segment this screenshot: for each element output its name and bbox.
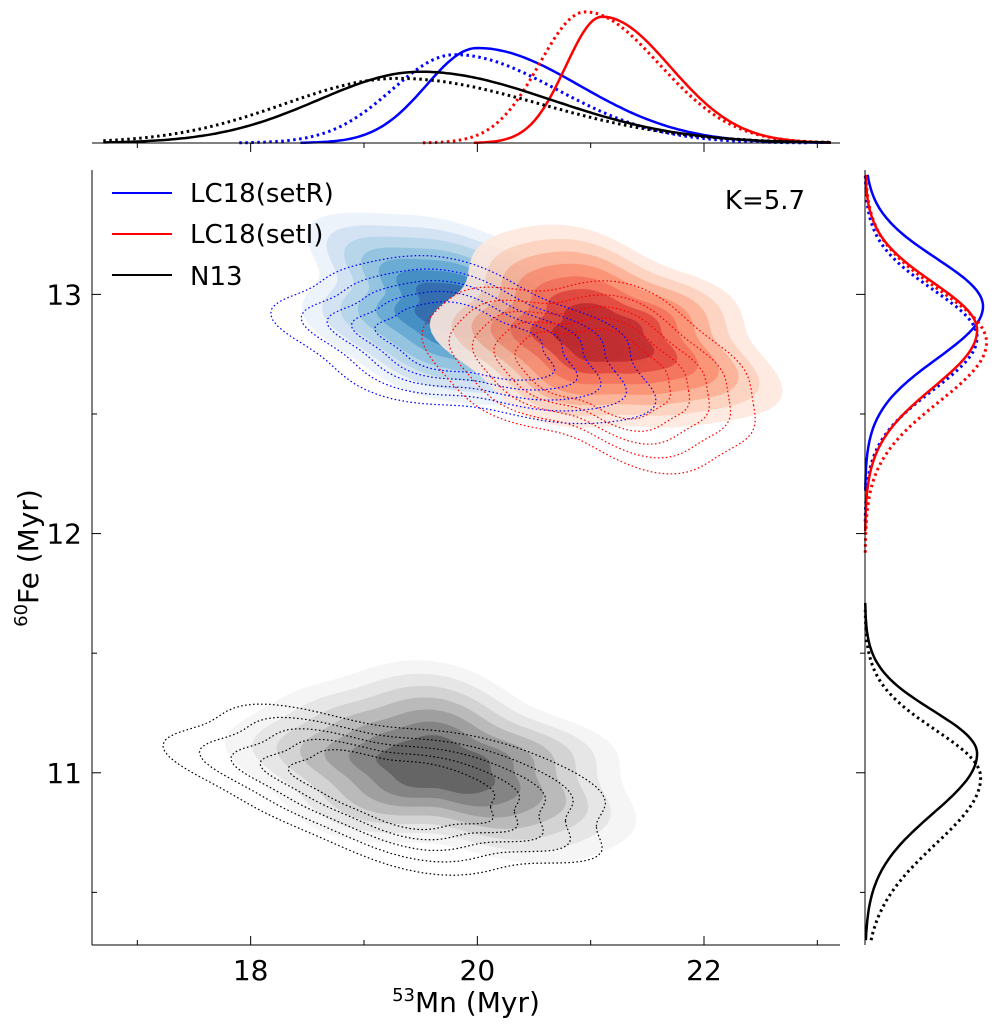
legend: LC18(setR) LC18(setI) N13 bbox=[112, 179, 334, 292]
kde-contours bbox=[162, 212, 783, 876]
right-marginal-curve-1-solid bbox=[863, 174, 979, 532]
legend-entry: N13 bbox=[112, 262, 243, 292]
k-annotation: K=5.7 bbox=[725, 186, 805, 216]
legend-label-setI: LC18(setI) bbox=[190, 220, 323, 250]
top-marginal-ticks bbox=[136, 143, 818, 152]
dotted-contours-0 bbox=[269, 254, 657, 425]
legend-entry: LC18(setI) bbox=[112, 220, 323, 250]
dotted-contour-level bbox=[514, 328, 672, 420]
main-plot-area: 18 20 22 11 12 13 LC18(setR) LC18(setI) N13 K… bbox=[11, 170, 840, 1019]
dotted-contours-1 bbox=[421, 280, 756, 475]
right-marginal-curve-2-solid bbox=[863, 602, 979, 941]
filled-contour-level bbox=[552, 303, 655, 362]
dotted-contour-level bbox=[259, 738, 521, 841]
top-marginal-curves bbox=[103, 10, 831, 145]
right-marginal-panel bbox=[856, 170, 989, 945]
top-marginal-panel bbox=[92, 10, 840, 152]
legend-label-n13: N13 bbox=[190, 262, 243, 292]
y-axis-label-text: Fe (Myr) bbox=[12, 489, 45, 604]
top-marginal-curve-1-solid bbox=[473, 15, 831, 145]
dotted-contour-level bbox=[493, 317, 691, 432]
right-marginal-curve-1-dotted bbox=[863, 174, 989, 553]
y-axis-label: 60Fe (Myr) bbox=[11, 489, 45, 627]
dotted-contour-level bbox=[162, 703, 607, 876]
dotted-contour-level bbox=[269, 254, 657, 425]
dotted-contours-2 bbox=[162, 703, 607, 876]
y-tick-label: 11 bbox=[46, 757, 82, 790]
right-marginal-curve-0-dotted bbox=[863, 174, 979, 522]
top-marginal-curve-1-dotted bbox=[422, 10, 831, 145]
y-tick-label: 13 bbox=[46, 278, 82, 311]
dotted-contour-level bbox=[198, 716, 574, 863]
legend-entry: LC18(setR) bbox=[112, 179, 334, 209]
x-tick-label: 18 bbox=[233, 954, 269, 987]
dotted-contour-level bbox=[350, 290, 579, 391]
y-tick-label: 12 bbox=[46, 518, 82, 551]
x-tick-label: 22 bbox=[686, 954, 722, 987]
dotted-contour-level bbox=[374, 301, 556, 381]
dotted-contour-level bbox=[421, 280, 756, 475]
legend-label-setR: LC18(setR) bbox=[190, 179, 334, 209]
right-marginal-curve-2-dotted bbox=[863, 610, 983, 941]
filled-contours-2 bbox=[224, 660, 637, 864]
dotted-contour-level bbox=[326, 279, 602, 401]
x-axis-label-text: Mn (Myr) bbox=[415, 986, 540, 1019]
dotted-contour-level bbox=[300, 268, 628, 412]
top-marginal-curve-2-dotted bbox=[103, 76, 831, 144]
top-marginal-curve-2-solid bbox=[103, 70, 831, 144]
dotted-contour-level bbox=[448, 294, 732, 459]
top-marginal-curve-0-dotted bbox=[239, 53, 811, 145]
axis-ticks: 18 20 22 11 12 13 bbox=[46, 278, 818, 987]
dotted-contour-level bbox=[230, 728, 547, 852]
x-axis-label-sup: 53 bbox=[392, 985, 415, 1006]
top-marginal-curve-0-solid bbox=[300, 46, 831, 145]
y-axis-label-sup: 60 bbox=[11, 604, 32, 627]
right-marginal-curves bbox=[863, 174, 989, 941]
right-marginal-curve-0-solid bbox=[864, 174, 985, 491]
right-marginal-ticks bbox=[856, 293, 865, 893]
axes-spines bbox=[91, 170, 840, 946]
x-tick-label: 20 bbox=[460, 954, 496, 987]
x-axis-label: 53Mn (Myr) bbox=[392, 985, 540, 1019]
